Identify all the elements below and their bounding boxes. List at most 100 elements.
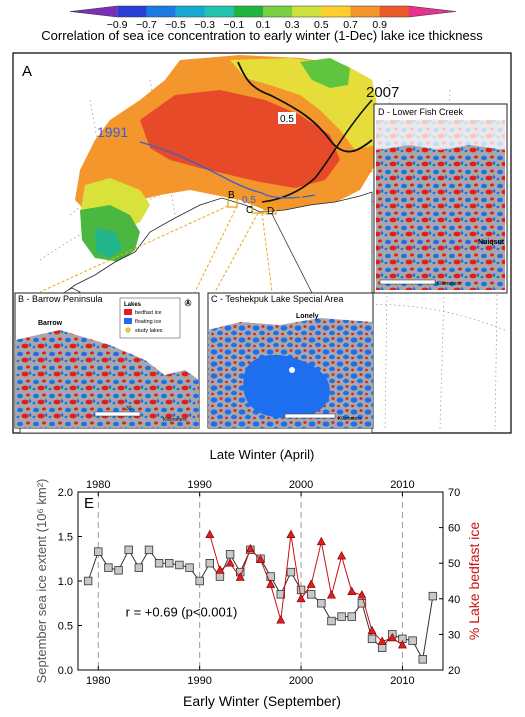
x-tick-label: 1990 [187, 675, 211, 687]
sea-ice-point [327, 616, 336, 626]
colorbar-tick-label: −0.7 [136, 19, 157, 31]
bedfast-point [357, 590, 367, 599]
x-top-tick-label: 2000 [289, 479, 313, 491]
y-right-tick-label: 50 [448, 558, 460, 570]
sea-ice-point [154, 559, 164, 568]
colorbar-segment [379, 6, 410, 17]
sea-ice-point [367, 634, 377, 644]
connector-d [275, 169, 377, 207]
sea-ice-point [205, 559, 215, 568]
inset-b: B - Barrow Peninsula Barrow Lakes bedfas… [14, 292, 200, 429]
bedfast-point [215, 565, 225, 574]
sea-ice-point [418, 655, 427, 664]
bedfast-point [286, 529, 296, 539]
legend-label-floating: floating ice [135, 319, 161, 325]
bedfast-point [296, 593, 306, 603]
y-right-tick-label: 30 [448, 629, 460, 641]
sea-ice-point [377, 643, 387, 652]
label-2007: 2007 [366, 84, 399, 101]
connector-b2 [194, 205, 238, 293]
sea-ice-point [195, 576, 204, 586]
colorbar-segment [350, 6, 381, 17]
bedfast-point [276, 615, 286, 624]
legend-label-study: study lakes [135, 328, 163, 334]
sea-ice-point [83, 576, 93, 586]
legend-swatch-study [125, 327, 131, 333]
chart-panel-letter: E [84, 495, 94, 512]
colorbar: −0.9 −0.7 −0.5 −0.3 −0.1 0.1 0.3 0.5 0.7 0.9 [69, 5, 457, 31]
colorbar-title: Correlation of sea ice concentration to … [41, 28, 483, 43]
sea-ice-point [286, 567, 296, 577]
colorbar-tick-label: 0.1 [256, 19, 271, 31]
bedfast-point [326, 590, 336, 599]
inset-b-scale: 30 [126, 406, 132, 412]
x-tick-label: 2000 [289, 675, 313, 687]
correlation-green-patch-ne [300, 58, 350, 88]
colorbar-segment [146, 6, 176, 17]
x-top-tick-label: 2010 [390, 479, 414, 491]
inset-d-scale-unit: Kilometers [437, 281, 461, 287]
y-left-tick-label: 1.5 [58, 532, 73, 544]
sea-ice-point [114, 566, 123, 575]
inset-d: D - Lower Fish Creek Nuiqsut Kilometers [373, 103, 508, 294]
y-left-tick-label: 0.5 [58, 621, 73, 633]
inset-d-title: D - Lower Fish Creek [378, 107, 464, 117]
colorbar-tick-label: 0.5 [314, 19, 329, 31]
sea-ice-point [175, 560, 184, 570]
sea-ice-point [165, 559, 174, 568]
colorbar-segment [408, 6, 456, 17]
series-line-1 [209, 534, 403, 646]
x-top-tick-label: 1980 [86, 479, 110, 491]
bedfast-point [205, 529, 215, 539]
bedfast-point [306, 579, 316, 588]
inset-b-scale-unit: Kilometers [163, 417, 187, 423]
bedfast-point [235, 572, 245, 581]
inset-d-town: Nuiqsut [478, 239, 505, 246]
colorbar-segment [321, 6, 351, 17]
y-right-tick-label: 70 [448, 487, 460, 499]
sea-ice-point [306, 590, 316, 599]
sea-ice-point [347, 612, 356, 621]
inset-c-title: C - Teshekpuk Lake Special Area [211, 294, 343, 304]
sea-ice-point [225, 550, 235, 559]
bedfast-point [316, 536, 326, 546]
contour-label-0.5-blue: 0.5 [242, 195, 256, 206]
sea-ice-point [296, 585, 306, 595]
bedfast-point [337, 550, 347, 560]
colorbar-segment [233, 6, 264, 17]
teshekpuk-lake [243, 354, 330, 419]
y-right-tick-label: 60 [448, 523, 460, 535]
sea-ice-point [408, 636, 417, 645]
panel-letter-a: A [22, 63, 32, 80]
colorbar-outline [69, 5, 457, 18]
connector-c2 [261, 212, 273, 293]
colorbar-segment [70, 6, 118, 17]
colorbar-segment [263, 6, 293, 17]
correlation-annotation: r = +0.69 (p<0.001) [126, 605, 238, 620]
inset-c-scale-unit: Kilometers [338, 416, 362, 422]
colorbar-tick-label: −0.9 [107, 19, 128, 31]
site-label-c: C [246, 205, 253, 216]
colorbar-tick-label: 0.7 [343, 19, 358, 31]
colorbar-segment [292, 6, 322, 17]
correlation-teal-sw [95, 228, 122, 258]
north-arrow-icon [184, 298, 192, 307]
legend-swatch-bedfast [124, 309, 132, 315]
colorbar-tick-label: −0.3 [194, 19, 215, 31]
sea-ice-point [317, 599, 326, 608]
x-tick-label: 2010 [390, 675, 414, 687]
inset-c: C - Teshekpuk Lake Special Area Lonely K… [207, 292, 374, 429]
colorbar-tick-label: 0.9 [372, 19, 387, 31]
bedfast-point [387, 632, 397, 642]
y-right-tick-label: 20 [448, 665, 460, 677]
colorbar-segment [204, 6, 235, 17]
chart-plot-area [77, 491, 444, 671]
x-tick-label: 1980 [86, 675, 110, 687]
site-label-b: B [228, 190, 235, 201]
sea-ice-point [185, 563, 194, 572]
y-left-tick-label: 1.0 [58, 576, 73, 588]
inset-b-title: B - Barrow Peninsula [18, 294, 103, 304]
y-right-axis-label: % Lake bedfast ice [466, 522, 482, 641]
inset-c-town: Lonely [296, 313, 319, 320]
site-box-d [265, 204, 277, 215]
